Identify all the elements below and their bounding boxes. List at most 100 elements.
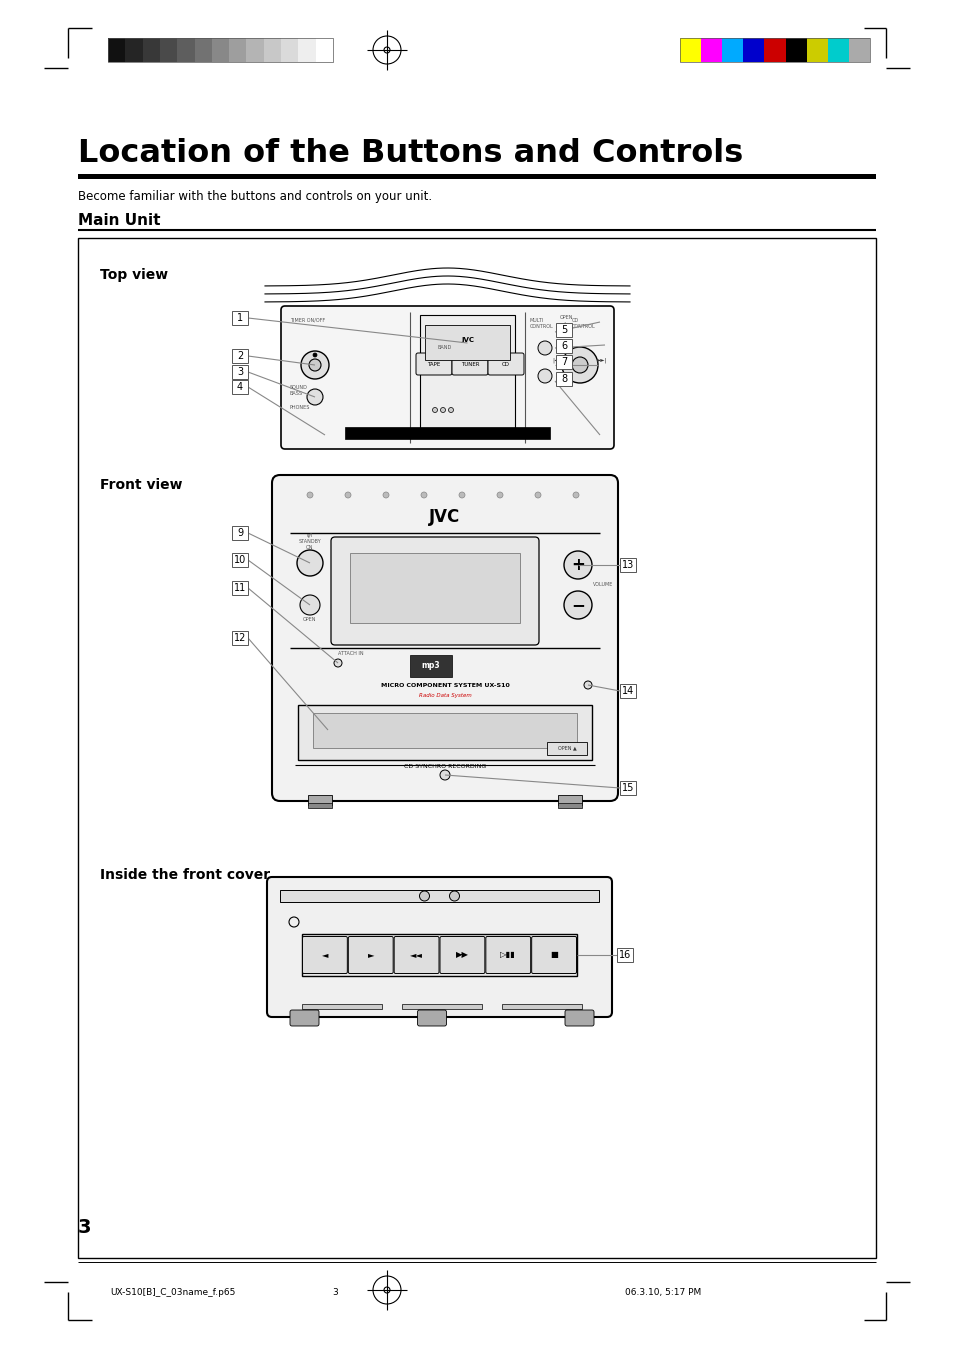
Text: 13: 13	[621, 560, 634, 570]
Bar	[308, 802, 332, 808]
Circle shape	[334, 659, 341, 667]
Bar	[556, 354, 572, 369]
FancyBboxPatch shape	[331, 537, 538, 645]
FancyBboxPatch shape	[485, 936, 530, 974]
FancyBboxPatch shape	[394, 936, 438, 974]
Bar	[232, 349, 248, 363]
Bar	[806, 38, 827, 62]
Circle shape	[313, 353, 316, 357]
Bar	[78, 175, 875, 179]
Text: 14: 14	[621, 686, 634, 695]
Bar	[232, 365, 248, 379]
Text: 5: 5	[560, 325, 566, 336]
Bar	[125, 38, 142, 62]
Text: PHONES: PHONES	[290, 405, 310, 410]
Bar	[108, 38, 125, 62]
Text: MULTI
CONTROL: MULTI CONTROL	[530, 318, 553, 329]
Circle shape	[458, 492, 464, 498]
Bar	[246, 38, 263, 62]
Bar	[619, 557, 636, 572]
Text: 7: 7	[560, 357, 566, 367]
Text: 12: 12	[233, 633, 246, 643]
Circle shape	[432, 407, 437, 413]
Circle shape	[440, 407, 445, 413]
Text: 06.3.10, 5:17 PM: 06.3.10, 5:17 PM	[624, 1288, 700, 1298]
Text: 6: 6	[560, 341, 566, 350]
Text: 9: 9	[236, 528, 243, 538]
Text: UX-S10[B]_C_03name_f.p65: UX-S10[B]_C_03name_f.p65	[110, 1288, 235, 1298]
Circle shape	[299, 595, 319, 616]
Bar	[281, 38, 298, 62]
Text: 3: 3	[78, 1218, 91, 1237]
Text: OPEN: OPEN	[559, 315, 573, 321]
FancyBboxPatch shape	[290, 1009, 318, 1026]
Text: TUNER: TUNER	[460, 361, 478, 367]
Bar	[763, 38, 784, 62]
Bar	[556, 340, 572, 353]
Text: ►: ►	[367, 951, 374, 959]
Bar	[556, 323, 572, 337]
Bar	[721, 38, 742, 62]
Bar	[212, 38, 229, 62]
Bar	[345, 428, 550, 438]
Text: 10: 10	[233, 555, 246, 566]
Text: ▲: ▲	[562, 322, 567, 327]
Circle shape	[309, 359, 320, 371]
Bar	[700, 38, 721, 62]
Bar	[546, 741, 586, 755]
Text: ◄◄: ◄◄	[410, 951, 422, 959]
FancyBboxPatch shape	[531, 936, 576, 974]
Bar	[827, 38, 848, 62]
FancyBboxPatch shape	[302, 936, 347, 974]
Bar	[263, 38, 281, 62]
Bar	[232, 311, 248, 325]
Bar	[619, 781, 636, 796]
Bar	[280, 890, 598, 902]
Text: ▷▮▮: ▷▮▮	[500, 951, 516, 959]
Bar	[401, 1004, 481, 1009]
Circle shape	[497, 492, 502, 498]
Text: Inside the front cover: Inside the front cover	[100, 869, 270, 882]
Text: OPEN: OPEN	[303, 617, 316, 622]
Text: mp3: mp3	[421, 662, 440, 671]
Bar	[302, 1004, 381, 1009]
Bar	[848, 38, 869, 62]
Bar	[410, 655, 452, 676]
Bar	[679, 38, 869, 62]
Text: Front view: Front view	[100, 478, 182, 492]
Circle shape	[420, 492, 427, 498]
Circle shape	[563, 591, 592, 620]
Bar	[424, 325, 510, 360]
Text: JVC: JVC	[460, 337, 474, 344]
Circle shape	[572, 357, 587, 373]
Text: ATTACH IN: ATTACH IN	[337, 651, 363, 656]
Circle shape	[307, 492, 313, 498]
Text: ►►|: ►►|	[597, 357, 607, 363]
Text: CD
CONTROL: CD CONTROL	[572, 318, 595, 329]
Text: ▶▶: ▶▶	[456, 951, 469, 959]
Bar	[302, 934, 577, 976]
FancyBboxPatch shape	[452, 353, 488, 375]
Circle shape	[345, 492, 351, 498]
Text: BAND: BAND	[437, 345, 452, 350]
Bar	[501, 1004, 581, 1009]
Text: Radio Data System: Radio Data System	[418, 693, 471, 698]
Circle shape	[537, 369, 552, 383]
Text: 2: 2	[236, 350, 243, 361]
Circle shape	[573, 492, 578, 498]
Circle shape	[439, 770, 450, 779]
Text: Become familiar with the buttons and controls on your unit.: Become familiar with the buttons and con…	[78, 189, 432, 203]
Text: SOUND
BASS: SOUND BASS	[290, 386, 308, 396]
Text: 16: 16	[618, 950, 631, 961]
Text: 11: 11	[233, 583, 246, 593]
Text: TIMER ON/OFF: TIMER ON/OFF	[290, 318, 325, 323]
Circle shape	[535, 492, 540, 498]
FancyBboxPatch shape	[488, 353, 523, 375]
FancyBboxPatch shape	[416, 353, 452, 375]
Text: ψ/I
STANDBY
ON: ψ/I STANDBY ON	[298, 533, 321, 551]
Text: Main Unit: Main Unit	[78, 212, 160, 229]
Bar	[784, 38, 806, 62]
Bar	[177, 38, 194, 62]
Text: 3: 3	[332, 1288, 337, 1298]
Bar	[108, 38, 333, 62]
